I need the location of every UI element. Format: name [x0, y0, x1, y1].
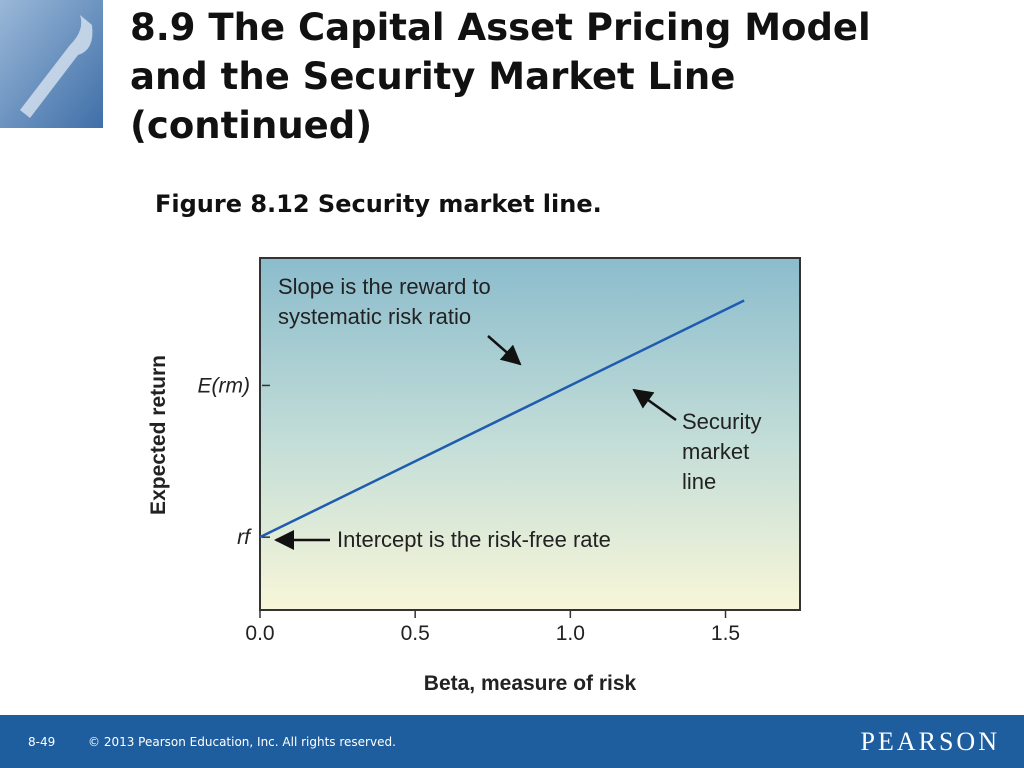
- slide-title: 8.9 The Capital Asset Pricing Model and t…: [130, 6, 871, 147]
- y-axis-label: Expected return: [147, 355, 170, 515]
- x-tick-label: 1.5: [711, 622, 740, 645]
- arrow: [487, 335, 522, 366]
- x-tick-label: 0.5: [401, 622, 430, 645]
- arrow: [632, 388, 677, 422]
- annotation: line: [682, 469, 716, 494]
- annotation: systematic risk ratio: [278, 304, 471, 329]
- x-tick-label: 0.0: [245, 622, 274, 645]
- y-tick-label: E(rm): [198, 374, 250, 397]
- footer-bar: [0, 715, 1024, 768]
- title-line: and the Security Market Line: [130, 55, 735, 98]
- wrench-icon: [20, 15, 93, 118]
- x-axis-label: Beta, measure of risk: [424, 672, 637, 695]
- figure-caption: Figure 8.12 Security market line.: [155, 190, 602, 218]
- copyright: © 2013 Pearson Education, Inc. All right…: [88, 735, 396, 749]
- annotation: market: [682, 439, 749, 464]
- annotation: Security: [682, 409, 761, 434]
- series-line: [259, 299, 745, 539]
- title-line: 8.9 The Capital Asset Pricing Model: [130, 6, 871, 49]
- annotation: Intercept is the risk-free rate: [337, 527, 611, 552]
- page-number: 8-49: [28, 735, 55, 749]
- title-line: (continued): [130, 104, 372, 147]
- annotation: Slope is the reward to: [278, 274, 491, 299]
- y-tick-label: rf: [237, 526, 252, 549]
- icon: [0, 0, 103, 128]
- brand: PEARSON: [861, 727, 1000, 756]
- x-tick-label: 1.0: [556, 622, 585, 645]
